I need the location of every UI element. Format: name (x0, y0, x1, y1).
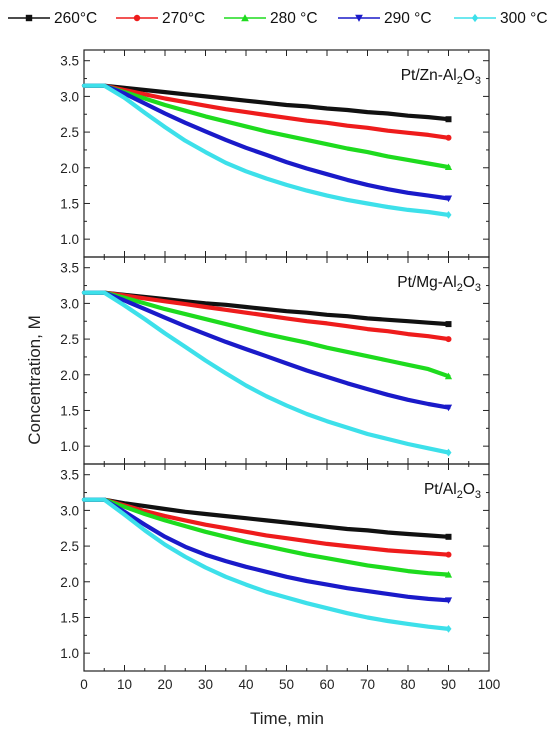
panel-label-end: O (463, 274, 475, 291)
series-end-marker-4 (444, 597, 453, 604)
panel-label-sub: 2 (457, 489, 463, 501)
panel-label: Pt/Mg-Al2O3 (397, 274, 481, 294)
series-end-marker-3 (444, 372, 453, 380)
legend-marker (241, 14, 249, 22)
y-tick-label: 1.5 (60, 610, 79, 625)
series-line-5 (81, 290, 451, 455)
series-end-marker-1 (445, 116, 452, 123)
series-end-marker-5 (445, 448, 452, 457)
panel-label-main: Pt/Al (424, 481, 457, 498)
legend-marker (25, 14, 33, 22)
legend-label: 280 °C (270, 10, 318, 27)
series-line-2 (81, 497, 451, 557)
panel-label-sub: 2 (457, 75, 463, 87)
y-tick-label: 2.0 (60, 575, 79, 590)
y-axis-title: Concentration, M (25, 315, 44, 444)
y-tick-label: 2.5 (60, 125, 79, 140)
series-line-4 (81, 497, 451, 603)
legend-marker (355, 14, 363, 22)
x-tick-label: 20 (157, 677, 172, 692)
panel-label: Pt/Al2O3 (424, 481, 481, 501)
y-tick-label: 2.5 (60, 539, 79, 554)
x-tick-label: 10 (117, 677, 132, 692)
y-tick-label: 2.0 (60, 161, 79, 176)
x-tick-label: 60 (319, 677, 334, 692)
series-end-marker-1 (445, 321, 452, 328)
panels: 1.01.52.02.53.03.5Pt/Zn-Al2O31.01.52.02.… (60, 49, 490, 672)
y-tick-label: 2.5 (60, 332, 79, 347)
series-line-4 (81, 290, 451, 410)
legend: 260°C 270°C 280 °C 290 °C 300 °C (8, 10, 548, 27)
panel-label-end: O (463, 67, 475, 84)
panel-1: 1.0 1.5 2.0 2.5 3.0 3.5 Pt/Zn-Al2O3 (60, 49, 490, 258)
panel-label-main: Pt/Zn-Al (401, 67, 457, 84)
legend-label: 260°C (54, 10, 97, 27)
x-axis: 0 10 20 30 40 50 60 70 80 90 100 (80, 677, 500, 692)
series-end-marker-3 (444, 571, 453, 578)
panel-label-main: Pt/Mg-Al (397, 274, 456, 291)
y-tick-label: 3.0 (60, 503, 79, 518)
panel-3: 1.0 1.5 2.0 2.5 3.0 3.5 Pt/Al2O3 (60, 463, 490, 672)
series-line-5 (81, 497, 451, 632)
panel-2: 1.0 1.5 2.0 2.5 3.0 3.5 Pt/Mg-Al2O3 (60, 256, 490, 465)
legend-item-3: 280 °C (224, 10, 318, 27)
series-line-3 (81, 290, 451, 379)
y-tick-label: 1.5 (60, 196, 79, 211)
x-tick-label: 0 (80, 677, 88, 692)
x-tick-label: 80 (400, 677, 415, 692)
y-tick-label: 3.0 (60, 296, 79, 311)
legend-item-1: 260°C (8, 10, 97, 27)
y-tick-label: 3.5 (60, 468, 79, 483)
series-line-5 (81, 83, 451, 217)
legend-marker (133, 14, 141, 22)
series-line-4 (81, 83, 451, 201)
series-end-marker-1 (445, 533, 452, 540)
panel-label-sub2: 3 (475, 75, 481, 87)
panel-label-sub2: 3 (475, 489, 481, 501)
series-end-marker-5 (445, 210, 452, 219)
y-tick-label: 1.5 (60, 403, 79, 418)
legend-label: 270°C (162, 10, 205, 27)
x-tick-label: 70 (360, 677, 375, 692)
y-tick-label: 3.5 (60, 261, 79, 276)
panel-label-sub: 2 (457, 282, 463, 294)
series-line-2 (81, 290, 451, 342)
series-line-1 (81, 83, 451, 122)
series-end-marker-5 (445, 624, 452, 633)
series-end-marker-4 (444, 195, 453, 203)
x-tick-label: 30 (198, 677, 213, 692)
y-tick-label: 3.5 (60, 54, 79, 69)
legend-label: 300 °C (500, 10, 548, 27)
x-tick-label: 100 (478, 677, 501, 692)
legend-item-5: 300 °C (454, 10, 548, 27)
series-end-marker-2 (445, 336, 452, 343)
x-tick-label: 40 (238, 677, 253, 692)
y-tick-label: 1.0 (60, 646, 79, 661)
series-line-2 (81, 83, 451, 140)
series-end-marker-2 (445, 551, 452, 558)
series-end-marker-4 (444, 404, 453, 412)
x-tick-label: 90 (441, 677, 456, 692)
legend-item-2: 270°C (116, 10, 205, 27)
series-line-1 (81, 497, 451, 539)
legend-item-4: 290 °C (338, 10, 432, 27)
y-tick-label: 3.0 (60, 89, 79, 104)
y-tick-label: 1.0 (60, 439, 79, 454)
panel-label: Pt/Zn-Al2O3 (401, 67, 481, 87)
legend-label: 290 °C (384, 10, 432, 27)
y-tick-label: 2.0 (60, 368, 79, 383)
panel-label-sub2: 3 (475, 282, 481, 294)
legend-marker (471, 13, 479, 23)
series-end-marker-2 (445, 134, 452, 141)
series-line-3 (81, 83, 451, 170)
series-line-3 (81, 497, 451, 577)
x-axis-title: Time, min (250, 709, 324, 728)
x-tick-label: 50 (279, 677, 294, 692)
panel-label-end: O (463, 481, 475, 498)
series-end-marker-3 (444, 163, 453, 171)
y-tick-label: 1.0 (60, 232, 79, 247)
